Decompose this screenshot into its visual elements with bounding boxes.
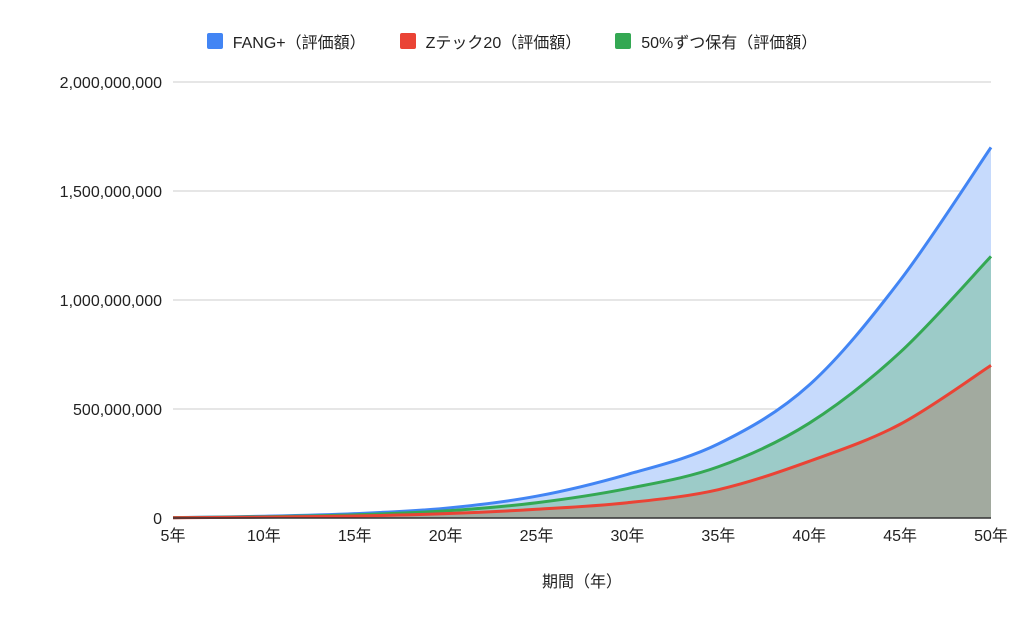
legend-swatch-ztech xyxy=(399,33,416,49)
area-half xyxy=(173,256,991,518)
x-tick-label: 10年 xyxy=(247,527,281,545)
legend-swatch-fang xyxy=(206,33,223,49)
x-axis-title: 期間（年） xyxy=(542,573,622,591)
x-tick-label: 15年 xyxy=(338,527,372,545)
x-tick-label: 40年 xyxy=(792,527,826,545)
x-tick-label: 25年 xyxy=(520,527,554,545)
series-lines xyxy=(172,146,993,520)
y-tick-label: 500,000,000 xyxy=(73,402,162,419)
x-axis-ticks: 5年 10年 15年 20年 25年 30年 35年 40年 45年 50年 xyxy=(161,527,1008,545)
x-tick-label: 45年 xyxy=(883,527,917,545)
x-tick-label: 5年 xyxy=(161,527,186,545)
legend-item-half[interactable]: 50%ずつ保有（評価額） xyxy=(615,29,817,53)
legend-item-fang[interactable]: FANG+（評価額） xyxy=(206,29,366,53)
legend-swatch-half xyxy=(615,33,632,49)
y-tick-label: 0 xyxy=(153,511,162,528)
x-tick-label: 20年 xyxy=(429,527,463,545)
y-tick-label: 2,000,000,000 xyxy=(60,75,162,92)
chart-legend: FANG+（評価額） Zテック20（評価額） 50%ずつ保有（評価額） xyxy=(0,29,1024,53)
area-ztech xyxy=(173,365,991,518)
line-ztech[interactable] xyxy=(172,364,992,520)
y-tick-label: 1,000,000,000 xyxy=(60,293,162,310)
series-areas xyxy=(173,147,991,518)
area-fang xyxy=(173,147,991,518)
legend-label-ztech: Zテック20（評価額） xyxy=(425,35,582,52)
gridlines xyxy=(173,81,991,410)
legend-item-ztech[interactable]: Zテック20（評価額） xyxy=(399,29,582,53)
x-tick-label: 50年 xyxy=(974,527,1008,545)
x-tick-label: 30年 xyxy=(611,527,645,545)
legend-label-fang: FANG+（評価額） xyxy=(232,35,366,52)
y-axis-ticks: 0 500,000,000 1,000,000,000 1,500,000,000 2,… xyxy=(60,75,162,528)
y-tick-label: 1,500,000,000 xyxy=(60,184,162,201)
x-tick-label: 35年 xyxy=(701,527,735,545)
legend-label-half: 50%ずつ保有（評価額） xyxy=(641,35,818,52)
